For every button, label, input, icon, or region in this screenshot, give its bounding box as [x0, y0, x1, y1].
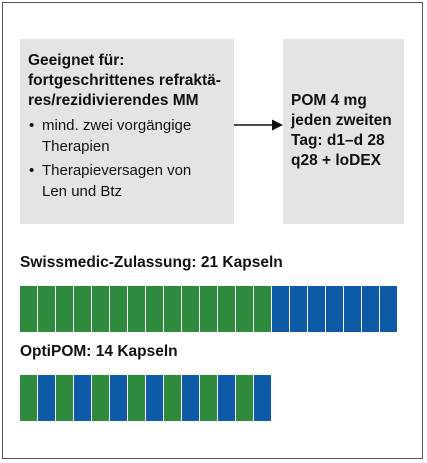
capsule-green	[128, 375, 145, 421]
bullet-item: • mind. zwei vorgängige Therapien	[28, 115, 226, 157]
capsule-blue	[380, 286, 397, 332]
capsule-blue	[218, 375, 235, 421]
regimen-line: Tag: d1–d 28	[291, 132, 385, 149]
capsule-green	[236, 375, 253, 421]
regimen-box: POM 4 mg jeden zweiten Tag: d1–d 28 q28 …	[283, 39, 404, 224]
capsule-green	[200, 375, 217, 421]
capsule-blue	[110, 375, 127, 421]
capsule-green	[218, 286, 235, 332]
bullet-icon: •	[29, 117, 35, 134]
capsule-green	[38, 286, 55, 332]
capsule-blue	[344, 286, 361, 332]
capsule-green	[146, 286, 163, 332]
regimen-line: jeden zweiten	[291, 112, 392, 129]
capsule-green	[56, 286, 73, 332]
bullet-text-line: mind. zwei vorgängige	[42, 117, 192, 134]
indication-box: Geeignet für: fortgeschrittenes refraktä…	[20, 39, 234, 224]
indication-title-line: fortgeschrittenes refraktä-	[28, 72, 221, 89]
capsule-blue	[272, 286, 289, 332]
swissmedic-capsule-row	[20, 286, 397, 332]
capsule-blue	[182, 375, 199, 421]
capsule-green	[164, 375, 181, 421]
capsule-blue	[38, 375, 55, 421]
capsule-green	[74, 286, 91, 332]
bullet-item: • Therapieversagen von Len und Btz	[28, 160, 226, 202]
capsule-green	[200, 286, 217, 332]
capsule-green	[92, 286, 109, 332]
swissmedic-heading: Swissmedic-Zulassung: 21 Kapseln	[20, 254, 283, 271]
capsule-blue	[308, 286, 325, 332]
capsule-blue	[290, 286, 307, 332]
figure-frame	[2, 2, 423, 459]
regimen-line: POM 4 mg	[291, 92, 367, 109]
indication-title-line: res/rezidivierendes MM	[28, 92, 199, 109]
bullet-icon: •	[29, 162, 35, 179]
optipom-heading: OptiPOM: 14 Kapseln	[20, 343, 178, 360]
regimen-line: q28 + loDEX	[291, 152, 382, 169]
indication-title-line: Geeignet für:	[28, 52, 125, 69]
capsule-green	[128, 286, 145, 332]
capsule-green	[20, 375, 37, 421]
capsule-blue	[146, 375, 163, 421]
bullet-text-line: Therapieversagen von	[42, 162, 192, 179]
indication-title: Geeignet für: fortgeschrittenes refraktä…	[28, 51, 226, 111]
capsule-blue	[74, 375, 91, 421]
capsule-green	[236, 286, 253, 332]
indication-bullets: • mind. zwei vorgängige Therapien • Ther…	[28, 115, 226, 202]
capsule-green	[20, 286, 37, 332]
capsule-green	[92, 375, 109, 421]
bullet-text-line: Len und Btz	[42, 183, 123, 200]
optipom-capsule-row	[20, 375, 271, 421]
bullet-text-line: Therapien	[42, 138, 110, 155]
capsule-green	[110, 286, 127, 332]
capsule-green	[182, 286, 199, 332]
capsule-green	[56, 375, 73, 421]
regimen-text: POM 4 mg jeden zweiten Tag: d1–d 28 q28 …	[291, 91, 398, 171]
capsule-blue	[326, 286, 343, 332]
capsule-green	[164, 286, 181, 332]
capsule-blue	[362, 286, 379, 332]
arrow-right-icon	[234, 119, 283, 131]
capsule-green	[254, 286, 271, 332]
capsule-blue	[254, 375, 271, 421]
